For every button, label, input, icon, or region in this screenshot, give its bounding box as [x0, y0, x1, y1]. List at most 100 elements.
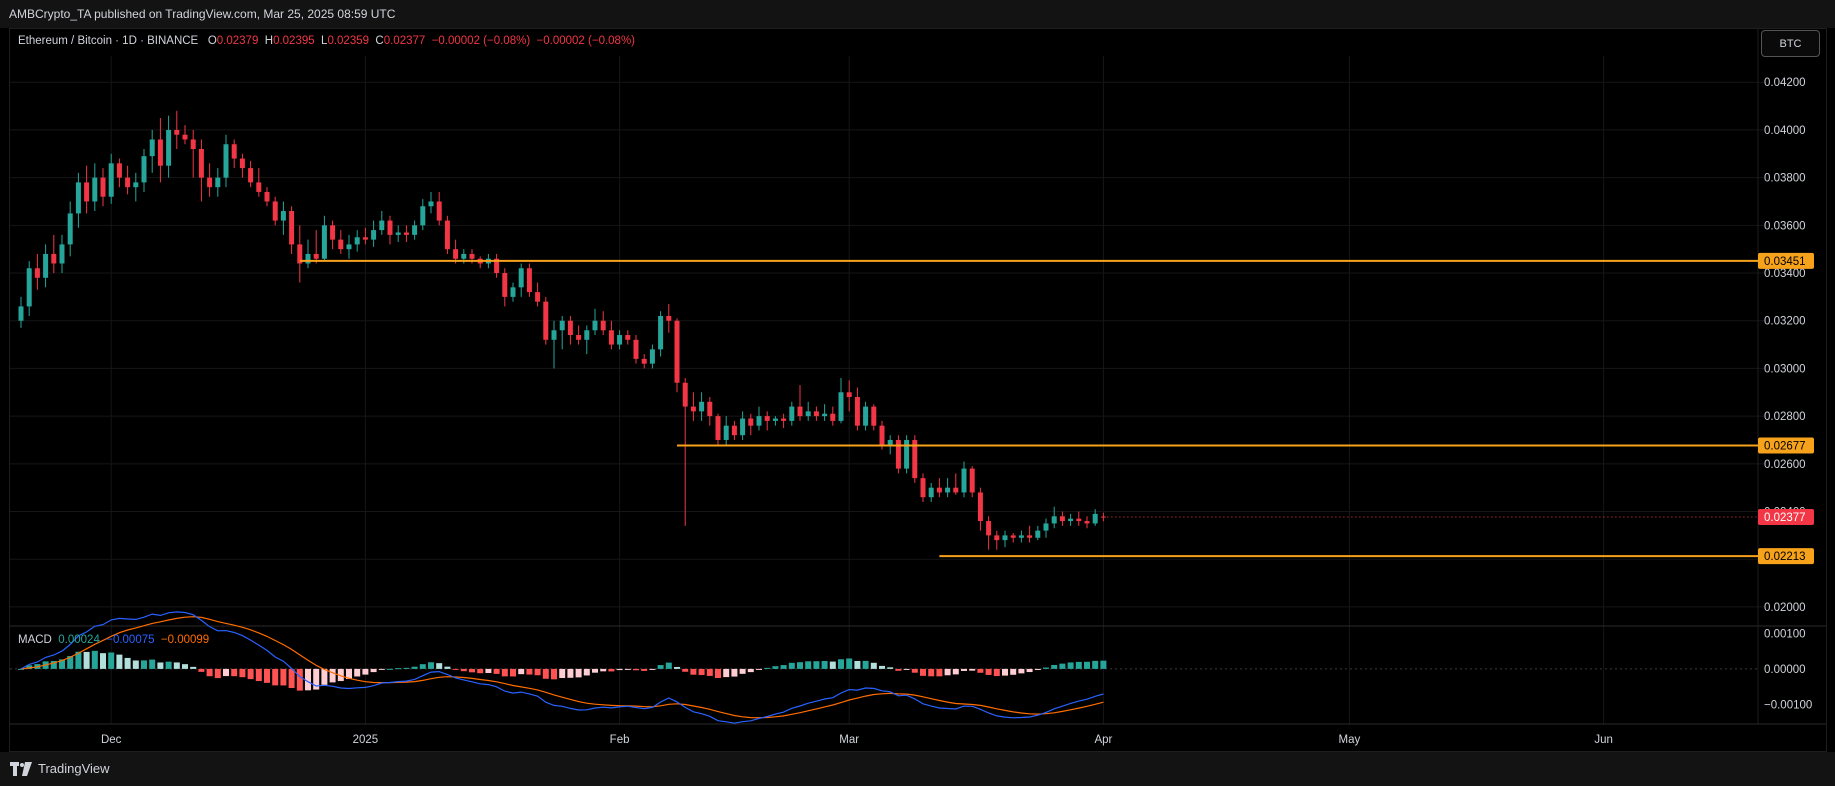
- candle: [699, 392, 705, 421]
- candle-body: [198, 149, 204, 178]
- candle: [986, 516, 992, 550]
- macd-hist-bar: [206, 668, 213, 677]
- candle: [969, 466, 975, 498]
- level-label: 0.02677: [1764, 440, 1806, 452]
- macd-hist-bar: [862, 660, 869, 669]
- candle-body: [420, 206, 426, 226]
- footer-bar: [0, 752, 1835, 786]
- macd-hist-bar: [1067, 662, 1074, 669]
- macd-hist-bar: [132, 660, 139, 669]
- macd-hist-bar: [624, 668, 631, 670]
- macd-hist-bar: [100, 653, 106, 669]
- macd-hist-bar: [173, 662, 180, 669]
- candle: [576, 325, 582, 345]
- macd-hist-bar: [1026, 668, 1033, 673]
- macd-hist-bar: [1092, 660, 1099, 669]
- candle: [321, 215, 327, 262]
- macd-hist-bar: [633, 668, 639, 671]
- macd-line-value: −0.00075: [106, 634, 155, 646]
- macd-hist-bar: [993, 668, 1000, 677]
- macd-hist-bar: [255, 668, 262, 682]
- candle-body: [264, 191, 270, 202]
- candle: [289, 206, 295, 254]
- price-tick-label: 0.02600: [1764, 459, 1806, 471]
- candle: [43, 244, 49, 288]
- candle: [748, 413, 754, 436]
- candle-body: [633, 339, 639, 359]
- macd-hist-bar: [296, 668, 303, 691]
- macd-hist-bar: [829, 661, 836, 669]
- macd-hist-bar: [551, 668, 557, 680]
- candle-body: [116, 163, 122, 178]
- macd-hist-bar: [83, 651, 90, 669]
- macd-hist-bar: [378, 668, 385, 670]
- candle: [1043, 518, 1049, 538]
- candle-body: [133, 182, 139, 188]
- macd-hist-bar: [616, 668, 623, 671]
- price-tick-label: 0.04200: [1764, 77, 1806, 89]
- candle-body: [502, 273, 508, 297]
- candle: [223, 134, 229, 188]
- candle-body: [26, 268, 32, 307]
- candle-body: [617, 335, 623, 345]
- candle: [338, 230, 344, 254]
- candle-body: [174, 129, 180, 135]
- candle-body: [92, 177, 98, 202]
- candle-body: [297, 244, 303, 264]
- candle-body: [444, 220, 450, 250]
- candle: [830, 406, 836, 426]
- macd-hist-bar: [1075, 661, 1082, 669]
- candle-body: [239, 158, 245, 169]
- candle: [994, 530, 1000, 550]
- macd-hist-bar: [1002, 668, 1008, 676]
- currency-button[interactable]: BTC: [1761, 30, 1820, 57]
- macd-hist-bar: [59, 659, 65, 669]
- candle-body: [535, 292, 541, 302]
- candle: [1018, 530, 1024, 543]
- candle-body: [1035, 530, 1041, 538]
- candle: [1076, 511, 1082, 526]
- candle-body: [403, 232, 409, 235]
- macd-hist-bar: [542, 668, 549, 679]
- macd-hist-bar: [723, 668, 730, 678]
- candle: [272, 196, 278, 226]
- candle-body: [789, 406, 795, 421]
- tradingview-brand[interactable]: TradingView: [10, 761, 110, 776]
- candle-body: [592, 320, 598, 331]
- candle: [354, 230, 360, 252]
- macd-hist-bar: [854, 660, 861, 669]
- macd-hist-value: 0.00024: [58, 634, 100, 646]
- macd-hist-bar: [756, 668, 762, 670]
- open-value: 0.02379: [216, 35, 259, 47]
- candle-body: [1059, 516, 1065, 522]
- chart-frame[interactable]: [9, 28, 1827, 752]
- candle-body: [871, 406, 877, 426]
- macd-hist-bar: [1100, 660, 1107, 669]
- macd-hist-bar: [510, 668, 516, 677]
- candle: [920, 473, 926, 502]
- candle-body: [879, 425, 885, 445]
- candle-body: [59, 244, 65, 264]
- candle: [945, 478, 951, 498]
- candle-body: [453, 249, 459, 259]
- macd-hist-bar: [223, 668, 229, 677]
- macd-hist-bar: [838, 659, 844, 669]
- macd-hist-bar: [788, 662, 795, 669]
- candle: [567, 315, 573, 345]
- candle-body: [510, 287, 516, 297]
- candle-body: [551, 330, 557, 340]
- candle: [453, 239, 459, 264]
- candle-body: [822, 413, 828, 417]
- candle: [961, 461, 967, 498]
- candle-body: [67, 213, 73, 245]
- macd-hist-bar: [370, 668, 377, 673]
- candle: [108, 153, 114, 204]
- candle: [617, 330, 623, 350]
- level-label: 0.02213: [1764, 551, 1806, 563]
- high-value: 0.02395: [273, 35, 315, 47]
- candle: [239, 153, 245, 178]
- candle: [346, 234, 352, 259]
- candle-body: [526, 268, 532, 293]
- macd-hist-bar: [592, 668, 598, 673]
